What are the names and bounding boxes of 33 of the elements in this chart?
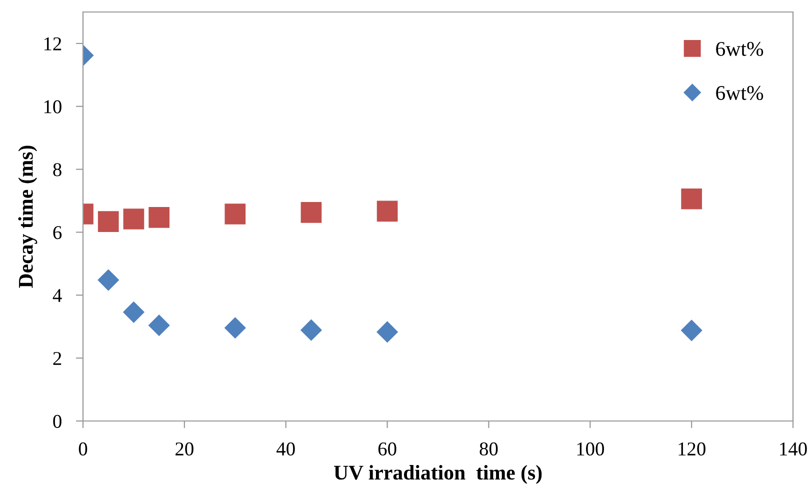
y-tick-label: 12 bbox=[44, 37, 62, 50]
point bbox=[148, 314, 170, 336]
x-tick-label: 120 bbox=[678, 442, 706, 456]
point bbox=[681, 320, 702, 341]
x-tick-label: 60 bbox=[378, 442, 396, 456]
point bbox=[376, 200, 398, 222]
y-tick-label: 0 bbox=[53, 414, 62, 428]
x-tick-label: 0 bbox=[78, 442, 88, 456]
x-tick-label: 80 bbox=[480, 442, 498, 456]
point bbox=[98, 270, 119, 291]
x-tick-label: 40 bbox=[276, 442, 295, 456]
y-tick-label: 4 bbox=[52, 289, 62, 302]
point bbox=[300, 320, 322, 341]
point bbox=[224, 204, 246, 224]
y-tick-label: 6 bbox=[53, 226, 62, 240]
y-tick-label: 8 bbox=[53, 163, 62, 176]
point bbox=[123, 208, 144, 230]
point bbox=[224, 317, 246, 338]
point bbox=[98, 211, 119, 232]
point bbox=[148, 207, 170, 228]
x-tick-label: 100 bbox=[577, 442, 604, 456]
x-axis-title: UV irradiation time (s) bbox=[334, 465, 542, 484]
y-axis-title: Decay time (ms) bbox=[18, 146, 38, 288]
point bbox=[376, 321, 398, 342]
x-tick-label: 140 bbox=[780, 442, 807, 456]
y-tick-label: 10 bbox=[44, 100, 62, 114]
point bbox=[123, 302, 144, 323]
legend-label: 6wt% bbox=[716, 86, 764, 100]
point bbox=[300, 202, 322, 223]
point bbox=[681, 188, 702, 210]
legend-label: 6wt% bbox=[716, 42, 764, 56]
y-tick-label: 2 bbox=[53, 352, 62, 365]
x-tick-label: 20 bbox=[176, 442, 194, 456]
